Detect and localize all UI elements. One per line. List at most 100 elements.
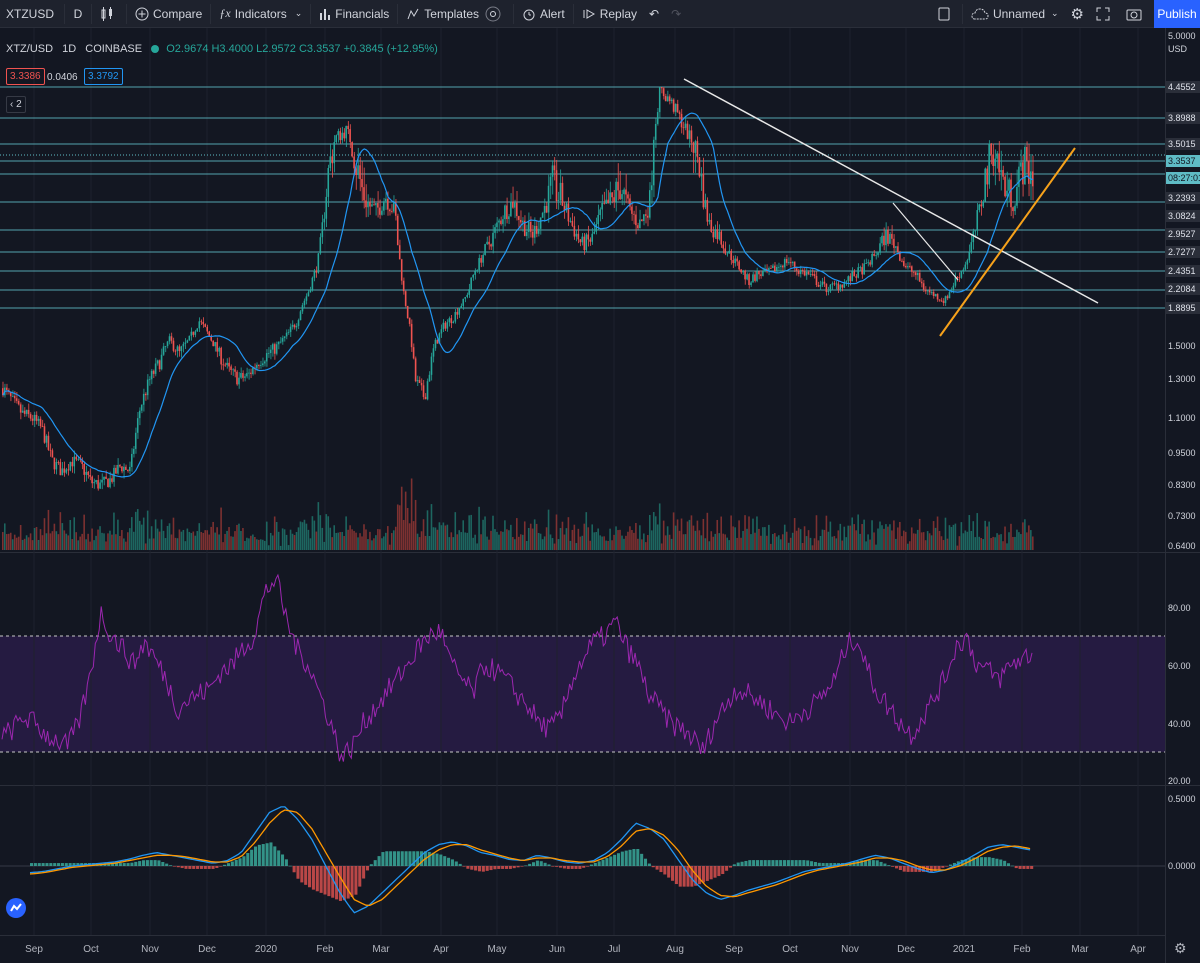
macd-histogram-bar: [744, 860, 748, 866]
price-tick: 0.7300: [1168, 511, 1196, 521]
macd-histogram-bar: [161, 861, 165, 866]
volume-bar: [311, 516, 314, 550]
volume-bar: [37, 539, 40, 550]
candle-body: [903, 260, 905, 266]
indicators-button[interactable]: ƒx Indicators ⌄: [213, 0, 308, 28]
candle-body: [9, 391, 12, 397]
candle-body: [508, 216, 510, 220]
symbol-search-button[interactable]: XTZUSD: [0, 0, 62, 28]
volume-bar: [990, 538, 992, 550]
volume-bar: [861, 524, 863, 550]
fullscreen-button[interactable]: [1090, 0, 1120, 28]
macd-histogram-bar: [721, 866, 725, 875]
volume-bar: [569, 540, 572, 550]
redo-button[interactable]: ↷: [665, 0, 687, 28]
collapsed-indicators-button[interactable]: ‹ 2: [6, 96, 26, 113]
macd-histogram-bar: [180, 866, 184, 869]
undo-button[interactable]: ↶: [643, 0, 665, 28]
macd-histogram-bar: [238, 858, 242, 866]
templates-button[interactable]: Templates: [400, 0, 511, 28]
macd-histogram-bar: [524, 865, 528, 867]
volume-bar: [617, 530, 619, 550]
financials-button[interactable]: Financials: [313, 0, 395, 28]
time-axis[interactable]: Sep Oct Nov Dec 2020 Feb Mar Apr May Jun Jul Aug Sep…: [0, 935, 1165, 963]
macd-histogram-bar: [829, 863, 833, 866]
interval-button[interactable]: D: [67, 0, 89, 28]
candle-body: [797, 270, 800, 274]
compare-button[interactable]: Compare: [129, 0, 208, 28]
time-tick: Apr: [1130, 944, 1146, 955]
candle-body: [51, 450, 54, 458]
volume-bar: [267, 545, 270, 550]
candle-body: [666, 96, 669, 102]
volume-bar: [779, 539, 782, 550]
volume-bar: [599, 535, 601, 550]
price-level: 2.4351: [1166, 265, 1200, 277]
alert-button[interactable]: Alert: [516, 0, 571, 28]
chart-type-button[interactable]: [94, 0, 124, 28]
volume-bar: [383, 536, 385, 550]
ascending-trend-line[interactable]: [939, 147, 1076, 337]
volume-bar: [361, 536, 363, 550]
volume-bar: [565, 528, 568, 550]
candle-body: [154, 363, 157, 374]
candle-body: [539, 217, 542, 229]
volume-bar: [996, 533, 998, 550]
replay-button[interactable]: Replay: [576, 0, 643, 28]
volume-bar: [625, 535, 627, 550]
chart-canvas[interactable]: [0, 28, 1200, 963]
candle-body: [942, 300, 945, 303]
ma-value-box-1: 3.3386: [6, 68, 45, 85]
volume-bar: [85, 539, 87, 550]
secondary-trend-line[interactable]: [892, 202, 959, 281]
volume-bar: [660, 543, 663, 550]
volume-bar: [908, 541, 911, 550]
candle-body: [486, 241, 488, 245]
candle-body: [210, 336, 212, 341]
macd-histogram-bar: [176, 866, 180, 868]
candle-body: [944, 296, 947, 303]
candle-body: [168, 336, 171, 342]
candle-body: [799, 270, 802, 274]
candle-body: [313, 270, 316, 278]
macd-histogram-bar: [53, 863, 57, 866]
candle-body: [978, 204, 981, 211]
volume-bar: [857, 514, 859, 550]
candle-body: [144, 393, 147, 396]
snapshot-button[interactable]: [1120, 0, 1152, 28]
candle-body: [720, 231, 723, 245]
axis-settings-button[interactable]: ⚙: [1174, 940, 1190, 956]
macd-histogram-bar: [922, 866, 926, 872]
macd-histogram-bar: [678, 866, 682, 887]
macd-histogram-bar: [358, 866, 362, 887]
publish-button[interactable]: Publish: [1154, 0, 1200, 28]
candle-body: [916, 272, 919, 276]
candle-body: [115, 467, 117, 474]
candle-body: [418, 380, 421, 384]
candle-body: [764, 268, 766, 272]
volume-bar: [696, 520, 699, 550]
tradingview-logo[interactable]: [6, 898, 26, 918]
time-tick: Sep: [25, 944, 43, 955]
candle-body: [468, 289, 470, 295]
candle-body: [817, 284, 820, 287]
volume-bar: [903, 530, 905, 550]
volume-bar: [164, 538, 167, 550]
fullscreen-toggle-button[interactable]: [932, 0, 960, 28]
settings-button[interactable]: ⚙: [1065, 0, 1090, 28]
candle-body: [15, 398, 18, 401]
candle-body: [45, 435, 48, 443]
candle-body: [256, 364, 258, 369]
divider: [513, 3, 514, 24]
volume-bar: [583, 523, 586, 550]
descending-trend-line[interactable]: [683, 78, 1099, 304]
divider: [572, 3, 574, 24]
macd-histogram-bar: [64, 863, 68, 866]
volume-bar: [972, 521, 975, 550]
candle-body: [343, 132, 345, 139]
candle-body: [476, 270, 478, 272]
volume-bar: [516, 518, 518, 550]
candle-body: [323, 218, 326, 223]
volume-bar: [498, 534, 500, 550]
layout-name-button[interactable]: Unnamed ⌄: [965, 0, 1065, 28]
